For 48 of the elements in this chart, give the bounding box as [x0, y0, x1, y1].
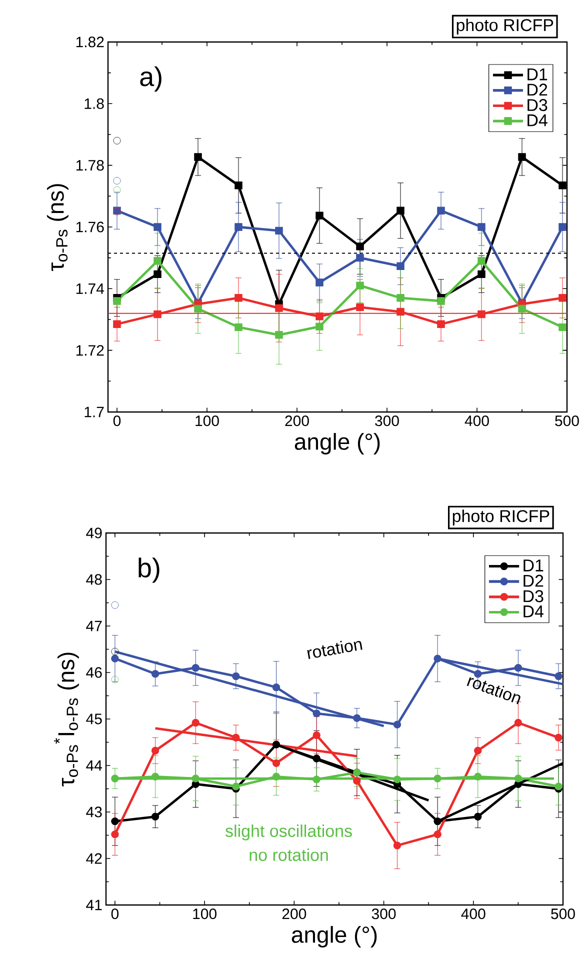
x-tick-label: 200: [282, 908, 306, 920]
chart-subtitle: photo RICFP: [456, 18, 554, 34]
legend-label: D2: [524, 574, 544, 587]
x-tick-label: 300: [372, 908, 396, 920]
x-axis-title: angle (°): [294, 433, 380, 454]
x-tick-label: 500: [555, 416, 579, 426]
text: a): [140, 66, 162, 92]
annotation: rotation: [307, 640, 362, 660]
legend-label: D3: [528, 99, 548, 112]
x-tick-label: 0: [111, 908, 119, 920]
y-tick-label: 42: [86, 853, 102, 864]
y-tick-label: 45: [86, 714, 102, 724]
annotation: no rotation: [250, 848, 328, 862]
y-tick-label: 46: [86, 667, 102, 678]
y-tick-label: 49: [86, 528, 102, 538]
y-tick-label: 41: [86, 900, 102, 910]
legend-label: D2: [528, 84, 548, 96]
y-tick-label: 1.74: [76, 284, 104, 294]
y-tick-label: 1.76: [76, 222, 104, 232]
x-axis-title: angle (°): [292, 926, 377, 948]
y-tick-label: 43: [86, 806, 102, 818]
y-tick-label: 1.82: [76, 36, 104, 48]
y-tick-label: 1.72: [76, 345, 104, 356]
legend-label: D1: [524, 560, 544, 572]
legend-label: D4: [528, 114, 548, 126]
x-tick-label: 100: [193, 908, 217, 920]
x-tick-label: 100: [196, 416, 219, 426]
y-axis-title: τ$_{o-Ps}$ (ns): [47, 184, 68, 272]
x-tick-label: 0: [113, 416, 121, 426]
annotation: slight oscillations: [226, 824, 352, 840]
chart-subtitle: photo RICFP: [452, 510, 550, 526]
legend-label: D4: [524, 606, 544, 618]
y-tick-label: 1.78: [76, 160, 104, 171]
y-tick-label: 47: [86, 620, 102, 632]
x-tick-label: 300: [375, 416, 399, 426]
y-tick-label: 48: [86, 574, 102, 585]
x-tick-label: 400: [464, 416, 489, 426]
legend-label: D3: [524, 590, 544, 602]
text: b): [138, 558, 160, 583]
y-axis-title: τ$_{o-Ps}$$^{*}$I$_{o-Ps}$ (ns): [54, 652, 79, 786]
legend-label: D1: [528, 68, 548, 80]
y-tick-label: 44: [86, 760, 102, 771]
y-tick-label: 1.8: [84, 98, 104, 109]
x-tick-label: 400: [461, 908, 486, 920]
y-tick-label: 1.7: [84, 406, 104, 418]
x-tick-label: 200: [285, 416, 309, 426]
x-tick-label: 500: [551, 908, 575, 920]
annotation: rotation: [466, 677, 520, 704]
